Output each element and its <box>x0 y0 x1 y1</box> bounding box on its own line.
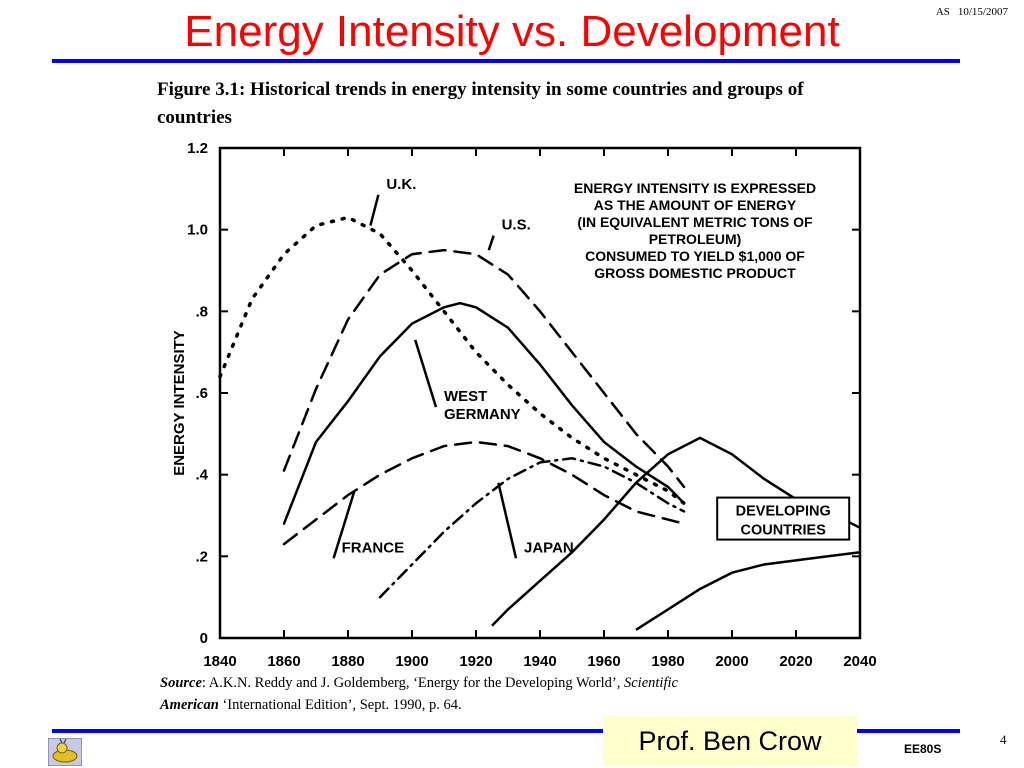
series-label-france: FRANCE <box>342 539 405 556</box>
series-label-developing-countries: COUNTRIES <box>740 523 826 539</box>
series-label-u-s: U.S. <box>502 217 531 234</box>
source-text: : A.K.N. Reddy and J. Goldemberg, ‘Energ… <box>201 675 624 691</box>
units-note-line: (IN EQUIVALENT METRIC TONS OF <box>577 214 813 230</box>
y-tick-label: 0 <box>200 630 208 647</box>
x-tick-label: 2000 <box>715 653 748 670</box>
series-line-west-germany <box>282 301 686 525</box>
source-journal-part-1: Scientific <box>624 675 678 691</box>
author-initials: AS <box>935 6 950 18</box>
source-label: Source <box>160 675 202 691</box>
slide-date: 10/15/2007 <box>957 6 1008 18</box>
y-tick-label: 1.2 <box>187 140 208 157</box>
y-tick-label: .8 <box>195 303 208 320</box>
series-label-u-k: U.K. <box>386 176 416 193</box>
label-box-developing-countries <box>716 496 851 541</box>
units-note-line: PETROLEUM) <box>649 231 742 247</box>
series-label-west-germany: GERMANY <box>444 406 521 423</box>
energy-intensity-chart: 1840 1860 1880 1900 1920 1940 1960 1980 2000 2020… <box>171 140 877 670</box>
y-tick-label: .2 <box>195 548 208 565</box>
slide-meta: AS 10/15/2007 <box>936 6 1008 18</box>
figure-caption: Figure 3.1: Historical trends in energy … <box>157 79 804 128</box>
series-line-japan <box>378 457 686 599</box>
pointer-u-k <box>369 194 380 226</box>
pointer-france <box>332 490 356 559</box>
presenter-name: Prof. Ben Crow <box>603 716 857 766</box>
y-tick-label: 1.0 <box>187 222 208 239</box>
course-code: EE80S <box>904 742 942 756</box>
series-label-west-germany: WEST <box>444 388 487 405</box>
slug-logo-icon <box>48 738 82 766</box>
x-tick-label: 2020 <box>779 653 812 670</box>
pointer-japan <box>497 482 518 559</box>
series-label-developing-countries: DEVELOPING <box>736 504 831 520</box>
x-tick-label: 1940 <box>523 653 556 670</box>
x-tick-label: 1840 <box>203 653 236 670</box>
series-label-japan: JAPAN <box>524 539 574 556</box>
slide-title: Energy Intensity vs. Development <box>184 7 840 56</box>
pointer-west-germany <box>414 339 438 408</box>
x-tick-label: 1860 <box>267 653 300 670</box>
units-note-line: AS THE AMOUNT OF ENERGY <box>594 197 797 213</box>
units-note-line: GROSS DOMESTIC PRODUCT <box>594 265 796 281</box>
source-tail: ‘International Edition’, Sept. 1990, p. … <box>218 697 462 713</box>
source-journal-part-2: American <box>160 697 219 713</box>
page-number: 4 <box>1000 732 1007 747</box>
x-tick-label: 1980 <box>651 653 684 670</box>
units-note-line: ENERGY INTENSITY IS EXPRESSED <box>574 180 816 196</box>
series-line-developing-countries-lower <box>635 551 861 631</box>
title-rule <box>52 59 960 63</box>
source-note: Source: A.K.N. Reddy and J. Goldemberg, … <box>160 672 880 716</box>
pointer-u-s <box>487 235 495 251</box>
units-note-line: CONSUMED TO YIELD $1,000 OF <box>585 248 805 264</box>
y-tick-label: .4 <box>195 467 208 484</box>
x-tick-label: 1920 <box>459 653 492 670</box>
series-line-u-s <box>282 248 686 489</box>
footer-rule <box>52 729 960 733</box>
x-tick-label: 1960 <box>587 653 620 670</box>
series-line-u-k <box>218 215 686 506</box>
x-tick-label: 1880 <box>331 653 364 670</box>
x-tick-label: 2040 <box>843 653 876 670</box>
y-tick-label: .6 <box>195 385 208 402</box>
y-axis-label: ENERGY INTENSITY <box>171 330 188 476</box>
axes: 1840 1860 1880 1900 1920 1940 1960 1980 2000 2020… <box>171 140 877 670</box>
x-tick-label: 1900 <box>395 653 428 670</box>
